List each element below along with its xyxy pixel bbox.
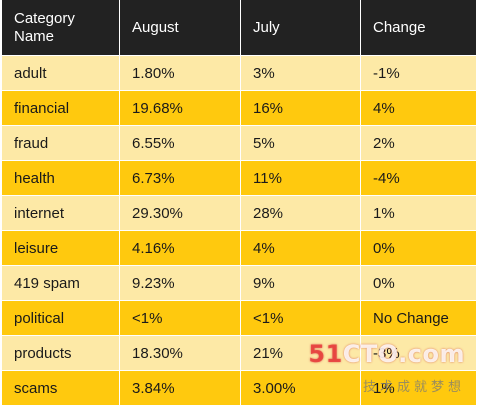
cell-july: 3% (241, 55, 361, 90)
cell-july: 3.00% (241, 370, 361, 405)
table-body: adult 1.80% 3% -1% financial 19.68% 16% … (2, 55, 476, 405)
cell-category: health (2, 160, 120, 195)
table-header: Category Name August July Change (2, 0, 476, 55)
cell-july: 28% (241, 195, 361, 230)
cell-change: -1% (361, 55, 476, 90)
header-july: July (241, 0, 361, 55)
cell-august: 29.30% (120, 195, 241, 230)
header-august-label: August (132, 18, 179, 36)
cell-july: 9% (241, 265, 361, 300)
cell-category: financial (2, 90, 120, 125)
cell-category: products (2, 335, 120, 370)
cell-july: 5% (241, 125, 361, 160)
cell-change: No Change (361, 300, 476, 335)
header-july-label: July (253, 18, 280, 36)
cell-august: 6.55% (120, 125, 241, 160)
header-change: Change (361, 0, 476, 55)
cell-august: 18.30% (120, 335, 241, 370)
header-row: Category Name August July Change (2, 0, 476, 55)
table-row: financial 19.68% 16% 4% (2, 90, 476, 125)
table-row: products 18.30% 21% -3% (2, 335, 476, 370)
cell-august: 6.73% (120, 160, 241, 195)
cell-category: scams (2, 370, 120, 405)
cell-category: internet (2, 195, 120, 230)
header-category-label: Category Name (14, 9, 75, 45)
cell-category: political (2, 300, 120, 335)
header-category-name: Category Name (2, 0, 120, 55)
table-row: health 6.73% 11% -4% (2, 160, 476, 195)
header-change-label: Change (373, 18, 426, 36)
cell-july: 16% (241, 90, 361, 125)
table-row: scams 3.84% 3.00% 1% (2, 370, 476, 405)
cell-category: adult (2, 55, 120, 90)
cell-july: <1% (241, 300, 361, 335)
cell-august: <1% (120, 300, 241, 335)
cell-category: leisure (2, 230, 120, 265)
table-row: leisure 4.16% 4% 0% (2, 230, 476, 265)
cell-change: 0% (361, 265, 476, 300)
cell-change: 4% (361, 90, 476, 125)
table-row: adult 1.80% 3% -1% (2, 55, 476, 90)
table-row: political <1% <1% No Change (2, 300, 476, 335)
cell-change: -3% (361, 335, 476, 370)
cell-change: 1% (361, 370, 476, 405)
cell-august: 9.23% (120, 265, 241, 300)
cell-july: 11% (241, 160, 361, 195)
cell-change: -4% (361, 160, 476, 195)
cell-change: 2% (361, 125, 476, 160)
cell-august: 19.68% (120, 90, 241, 125)
cell-category: 419 spam (2, 265, 120, 300)
cell-august: 1.80% (120, 55, 241, 90)
cell-july: 21% (241, 335, 361, 370)
cell-august: 3.84% (120, 370, 241, 405)
table-row: internet 29.30% 28% 1% (2, 195, 476, 230)
cell-july: 4% (241, 230, 361, 265)
cell-august: 4.16% (120, 230, 241, 265)
cell-category: fraud (2, 125, 120, 160)
cell-change: 0% (361, 230, 476, 265)
header-august: August (120, 0, 241, 55)
table-row: fraud 6.55% 5% 2% (2, 125, 476, 160)
cell-change: 1% (361, 195, 476, 230)
table-row: 419 spam 9.23% 9% 0% (2, 265, 476, 300)
